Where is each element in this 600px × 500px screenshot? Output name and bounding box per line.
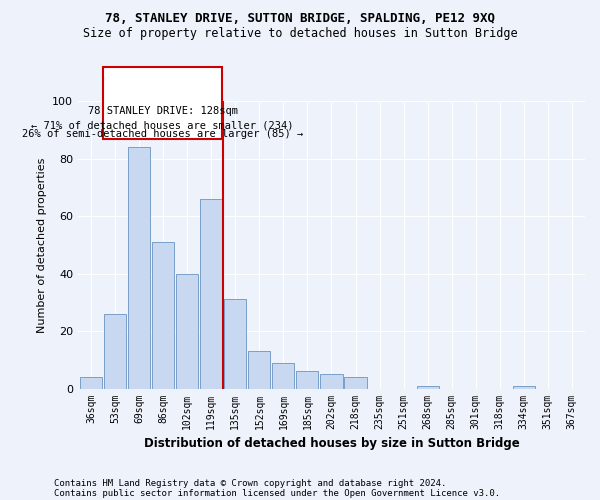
Bar [296,372,319,388]
Bar [104,314,126,388]
Bar [248,351,271,389]
Bar [200,199,223,388]
Bar [224,300,247,388]
Text: Size of property relative to detached houses in Sutton Bridge: Size of property relative to detached ho… [83,28,517,40]
Bar [152,242,175,388]
Text: Contains HM Land Registry data © Crown copyright and database right 2024.: Contains HM Land Registry data © Crown c… [54,478,446,488]
Text: Contains public sector information licensed under the Open Government Licence v3: Contains public sector information licen… [54,488,500,498]
Text: 26% of semi-detached houses are larger (85) →: 26% of semi-detached houses are larger (… [22,129,303,139]
Text: ← 71% of detached houses are smaller (234): ← 71% of detached houses are smaller (23… [31,120,294,130]
FancyBboxPatch shape [103,66,222,138]
Bar [320,374,343,388]
Bar [128,147,150,388]
Bar [176,274,199,388]
Bar [272,362,295,388]
Text: 78 STANLEY DRIVE: 128sqm: 78 STANLEY DRIVE: 128sqm [88,106,238,117]
Bar [512,386,535,388]
Bar [80,377,102,388]
Bar [344,377,367,388]
Text: 78, STANLEY DRIVE, SUTTON BRIDGE, SPALDING, PE12 9XQ: 78, STANLEY DRIVE, SUTTON BRIDGE, SPALDI… [105,12,495,26]
X-axis label: Distribution of detached houses by size in Sutton Bridge: Distribution of detached houses by size … [143,437,520,450]
Y-axis label: Number of detached properties: Number of detached properties [37,157,47,332]
Bar [416,386,439,388]
